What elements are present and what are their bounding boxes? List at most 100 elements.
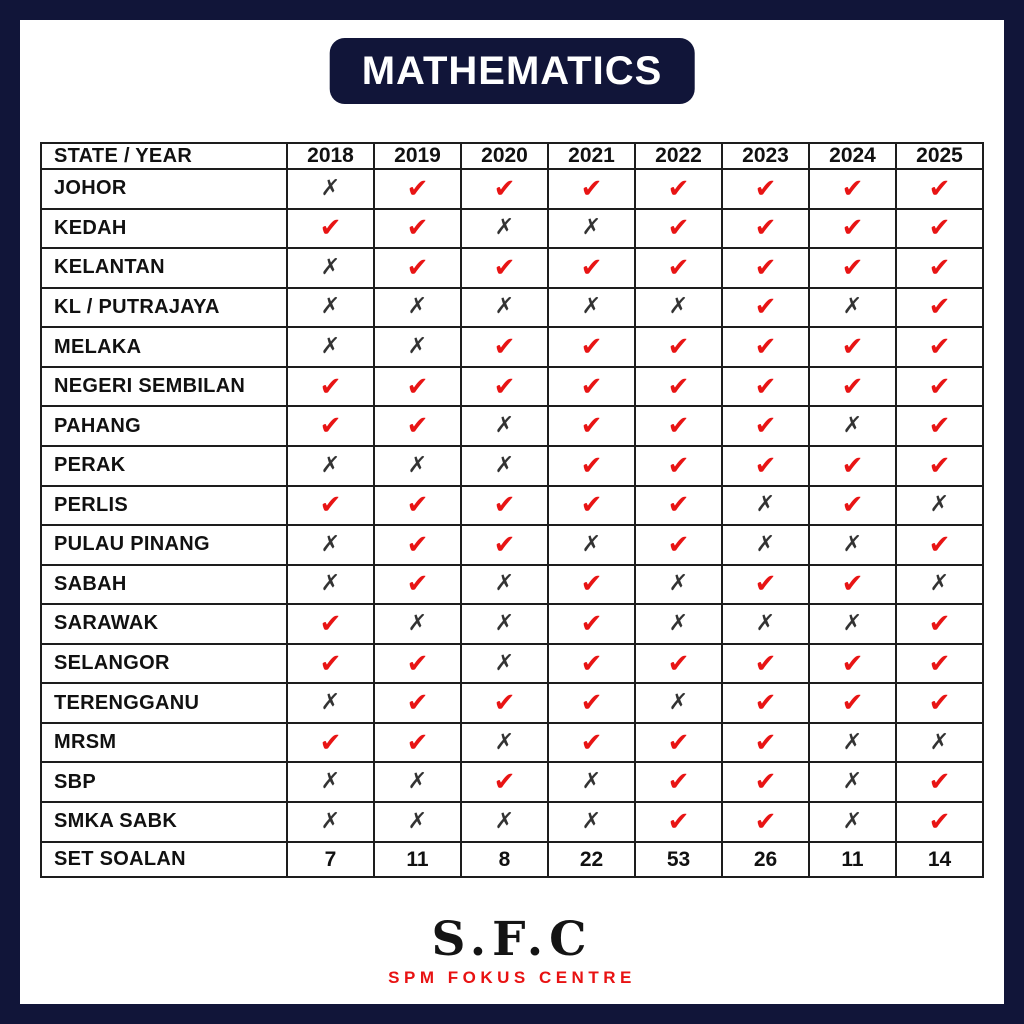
check-icon: ✔ <box>928 767 951 798</box>
check-icon: ✔ <box>841 569 864 600</box>
availability-cell: ✗ <box>634 563 723 606</box>
check-icon: ✔ <box>319 648 342 679</box>
cross-icon: ✗ <box>842 294 863 320</box>
availability-cell: ✔ <box>460 524 549 566</box>
check-icon: ✔ <box>580 332 603 363</box>
cross-icon: ✗ <box>929 729 950 755</box>
availability-cell: ✔ <box>895 603 984 645</box>
table-row: PULAU PINANG ✗ ✔ ✔ ✗ ✔ ✗ ✗ ✔ <box>40 524 984 566</box>
availability-cell: ✔ <box>547 326 636 368</box>
availability-cell: ✔ <box>373 682 462 724</box>
cross-icon: ✗ <box>494 650 515 676</box>
year-header: 2025 <box>895 142 984 170</box>
footer-tagline: SPM FOKUS CENTRE <box>388 968 636 988</box>
table-row: MELAKA ✗ ✗ ✔ ✔ ✔ ✔ ✔ ✔ <box>40 326 984 368</box>
availability-cell: ✗ <box>373 286 462 329</box>
availability-cell: ✔ <box>721 405 810 447</box>
check-icon: ✔ <box>667 332 690 363</box>
check-icon: ✔ <box>841 173 864 204</box>
check-icon: ✔ <box>580 688 603 719</box>
availability-cell: ✔ <box>808 682 897 724</box>
availability-cell: ✔ <box>808 563 897 606</box>
availability-cell: ✔ <box>547 642 636 685</box>
check-icon: ✔ <box>754 411 777 442</box>
cross-icon: ✗ <box>494 413 515 439</box>
availability-cell: ✔ <box>460 761 549 803</box>
availability-cell: ✔ <box>721 168 810 210</box>
state-label: KL / PUTRAJAYA <box>40 286 288 329</box>
availability-cell: ✔ <box>634 642 723 685</box>
cross-icon: ✗ <box>320 808 341 834</box>
table-row: PERLIS ✔ ✔ ✔ ✔ ✔ ✗ ✔ ✗ <box>40 484 984 527</box>
cross-icon: ✗ <box>407 334 428 360</box>
check-icon: ✔ <box>580 252 603 283</box>
state-label: SMKA SABK <box>40 801 288 843</box>
table-row: KEDAH ✔ ✔ ✗ ✗ ✔ ✔ ✔ ✔ <box>40 207 984 250</box>
table-row: SET SOALAN 7 11 8 22 53 26 11 14 <box>40 840 984 879</box>
availability-cell: ✔ <box>634 247 723 289</box>
check-icon: ✔ <box>754 292 777 323</box>
availability-cell: ✗ <box>460 642 549 685</box>
availability-cell: ✔ <box>286 603 375 645</box>
availability-cell: ✗ <box>286 761 375 803</box>
availability-cell: ✔ <box>373 365 462 408</box>
availability-cell: ✔ <box>547 168 636 210</box>
check-icon: ✔ <box>928 806 951 837</box>
availability-cell: ✗ <box>460 801 549 843</box>
availability-cell: ✗ <box>460 444 549 487</box>
availability-cell: ✔ <box>547 247 636 289</box>
state-label: SELANGOR <box>40 642 288 685</box>
state-label: PERLIS <box>40 484 288 527</box>
state-label: PERAK <box>40 444 288 487</box>
cross-icon: ✗ <box>668 294 689 320</box>
availability-cell: ✔ <box>634 365 723 408</box>
set-count: 8 <box>498 847 511 871</box>
availability-cell: ✗ <box>808 524 897 566</box>
check-icon: ✔ <box>841 450 864 481</box>
check-icon: ✔ <box>928 371 951 402</box>
availability-cell: ✗ <box>808 801 897 843</box>
check-icon: ✔ <box>928 608 951 639</box>
availability-cell: ✔ <box>460 247 549 289</box>
check-icon: ✔ <box>667 173 690 204</box>
state-label: MRSM <box>40 721 288 764</box>
check-icon: ✔ <box>928 173 951 204</box>
availability-cell: ✔ <box>721 247 810 289</box>
check-icon: ✔ <box>406 688 429 719</box>
availability-cell: ✔ <box>895 247 984 289</box>
year-header: 2020 <box>460 142 549 170</box>
check-icon: ✔ <box>667 490 690 521</box>
availability-cell: ✔ <box>286 405 375 447</box>
check-icon: ✔ <box>928 450 951 481</box>
availability-cell: ✗ <box>460 563 549 606</box>
cross-icon: ✗ <box>581 294 602 320</box>
availability-cell: ✔ <box>721 365 810 408</box>
cross-icon: ✗ <box>320 452 341 478</box>
check-icon: ✔ <box>841 490 864 521</box>
check-icon: ✔ <box>580 608 603 639</box>
availability-cell: ✔ <box>634 801 723 843</box>
availability-cell: ✗ <box>460 286 549 329</box>
state-label: PAHANG <box>40 405 288 447</box>
availability-cell: ✔ <box>547 405 636 447</box>
availability-cell: ✗ <box>547 524 636 566</box>
availability-cell: ✔ <box>460 682 549 724</box>
availability-cell: ✔ <box>721 563 810 606</box>
availability-cell: ✔ <box>895 444 984 487</box>
table-row: SARAWAK ✔ ✗ ✗ ✔ ✗ ✗ ✗ ✔ <box>40 603 984 645</box>
availability-cell: ✗ <box>373 444 462 487</box>
availability-cell: ✔ <box>634 405 723 447</box>
cross-icon: ✗ <box>407 769 428 795</box>
cross-icon: ✗ <box>407 610 428 636</box>
availability-cell: ✔ <box>286 642 375 685</box>
set-count: 26 <box>753 847 778 871</box>
check-icon: ✔ <box>928 213 951 244</box>
cross-icon: ✗ <box>668 610 689 636</box>
cross-icon: ✗ <box>494 729 515 755</box>
availability-cell: ✗ <box>721 524 810 566</box>
count-cell: 53 <box>634 840 723 879</box>
check-icon: ✔ <box>493 332 516 363</box>
availability-cell: ✔ <box>373 247 462 289</box>
availability-cell: ✔ <box>286 365 375 408</box>
cross-icon: ✗ <box>494 452 515 478</box>
